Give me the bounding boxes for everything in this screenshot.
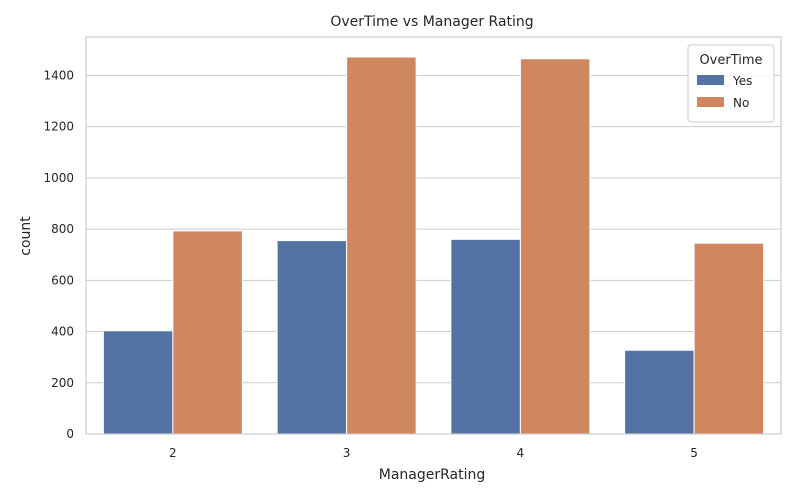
bars bbox=[102, 56, 765, 435]
chart-title: OverTime vs Manager Rating bbox=[330, 14, 533, 30]
y-tick-label: 200 bbox=[51, 376, 74, 390]
bar-yes-4 bbox=[450, 238, 521, 435]
y-tick-label: 600 bbox=[51, 273, 74, 287]
x-tick-label: 4 bbox=[517, 446, 525, 460]
x-axis-label: ManagerRating bbox=[379, 467, 486, 483]
plot-frame bbox=[85, 36, 782, 435]
bar-no-4 bbox=[519, 58, 591, 435]
bar-yes-2 bbox=[102, 330, 174, 435]
y-tick-label: 1000 bbox=[43, 171, 74, 185]
bar-no-5 bbox=[693, 242, 765, 435]
legend: OverTime Yes No bbox=[687, 44, 775, 123]
y-tick-label: 1400 bbox=[43, 68, 74, 82]
bar-yes-5 bbox=[624, 349, 695, 435]
legend-label-yes: Yes bbox=[732, 74, 752, 88]
y-tick-label: 1200 bbox=[43, 120, 74, 134]
axes: 0 200 400 600 800 1000 1200 1400 2 3 4 5 bbox=[43, 36, 782, 460]
x-tick-label: 5 bbox=[690, 446, 698, 460]
bar-no-3 bbox=[346, 56, 417, 435]
x-tick-label: 3 bbox=[343, 446, 351, 460]
y-axis-label: count bbox=[18, 216, 34, 256]
x-tick-label: 2 bbox=[169, 446, 177, 460]
bar-yes-3 bbox=[276, 240, 348, 435]
y-tick-label: 400 bbox=[51, 325, 74, 339]
y-tick-label: 0 bbox=[66, 427, 74, 441]
legend-label-no: No bbox=[733, 96, 749, 110]
bar-no-2 bbox=[172, 230, 243, 435]
legend-swatch-yes bbox=[697, 75, 724, 85]
legend-title: OverTime bbox=[699, 53, 762, 68]
y-tick-label: 800 bbox=[51, 222, 74, 236]
legend-swatch-no bbox=[697, 97, 724, 107]
